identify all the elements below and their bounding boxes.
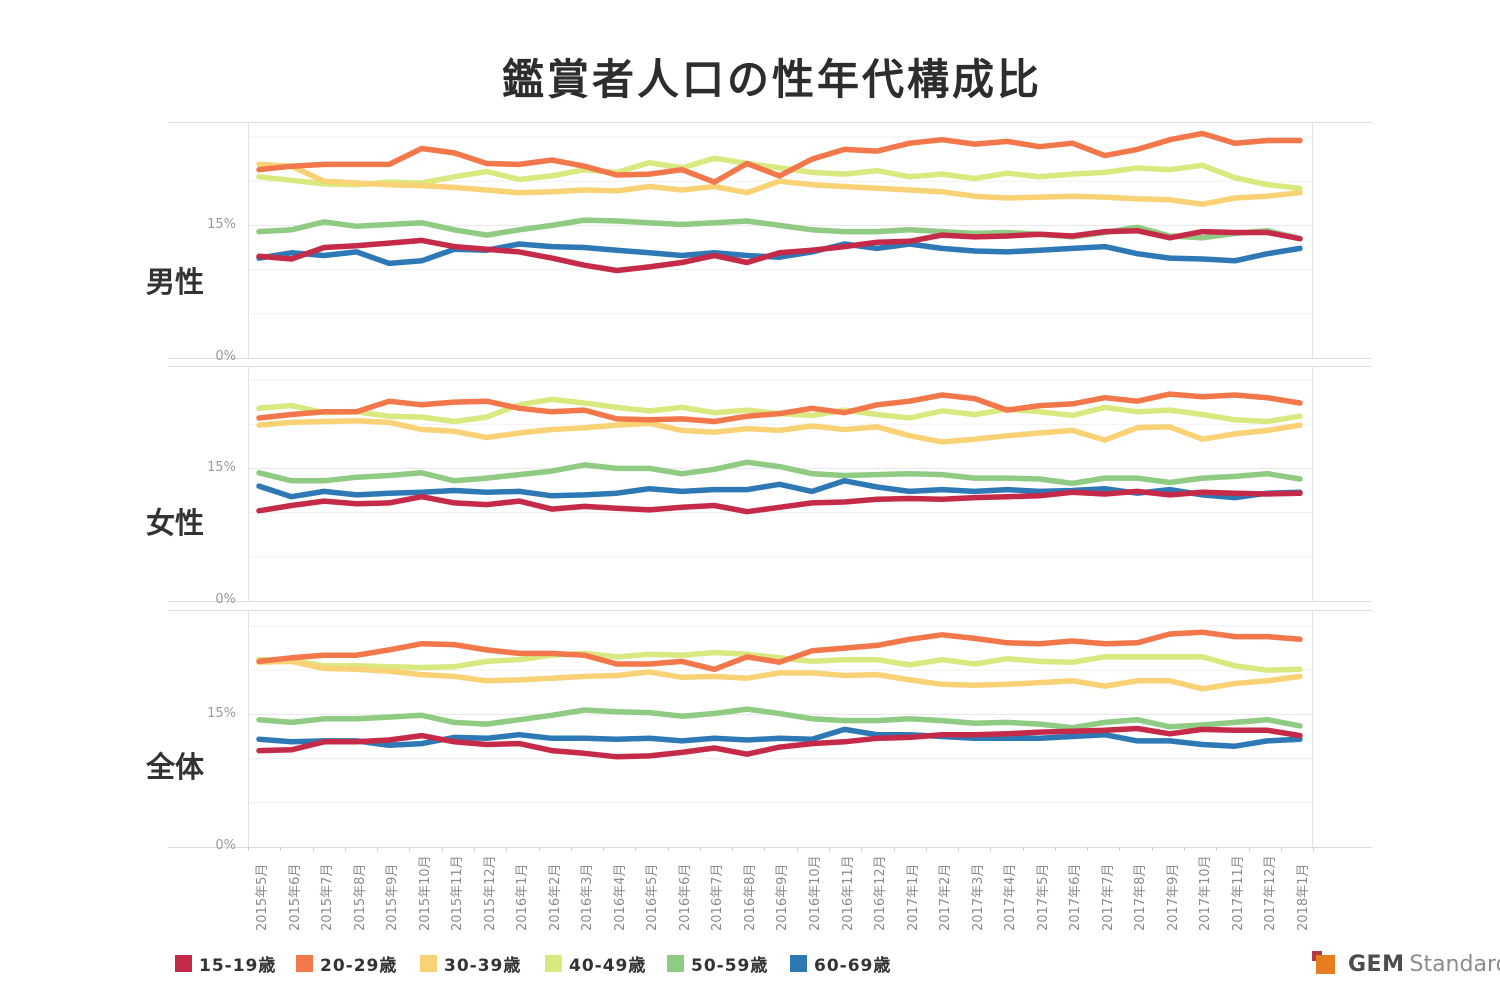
series-line-50-59歳 [256, 459, 1303, 487]
x-axis-tick [441, 847, 443, 851]
x-axis-tick [667, 847, 669, 851]
y-tick-label: 0% [215, 838, 236, 853]
x-axis-tick [958, 847, 959, 851]
x-axis-tick [312, 847, 314, 851]
panel3-zero-line [168, 847, 1372, 848]
legend-item-50-59: 50-59歳 [667, 951, 768, 976]
x-axis-tick [1087, 847, 1089, 851]
x-axis-tick [473, 847, 475, 851]
gem-standard-logo: GEM Standard [1312, 951, 1500, 978]
legend-item-60-69: 60-69歳 [790, 951, 891, 976]
gem-logo-icon [1312, 951, 1339, 978]
x-axis-tick [344, 847, 346, 851]
chart-title: 鑑賞者人口の性年代構成比 [501, 55, 1042, 104]
gem-logo-orange-square [1316, 955, 1335, 974]
x-axis-tick [377, 847, 379, 851]
series-line-50-59歳 [256, 706, 1303, 731]
series-line-60-69歳 [256, 478, 1303, 501]
legend-item-15-19: 15-19歳 [175, 951, 276, 976]
panel-plot-2 [248, 610, 1313, 847]
x-axis-tick [538, 847, 540, 851]
x-axis-tick [828, 847, 830, 851]
series-line-15-19歳 [256, 725, 1303, 760]
x-axis-tick [699, 847, 701, 851]
x-axis-tick [1022, 847, 1024, 851]
series-line-15-19歳 [256, 488, 1303, 515]
x-axis-tick [1313, 847, 1314, 851]
panel1-zero-line [168, 358, 1372, 359]
x-axis-tick [990, 847, 992, 851]
x-axis-tick [925, 847, 927, 851]
legend-item-20-29: 20-29歳 [296, 951, 397, 976]
x-axis-tick [248, 847, 249, 851]
x-axis-tick [1248, 847, 1250, 851]
logo-text-standard: Standard [1409, 952, 1500, 977]
panel1-top-line [168, 122, 1372, 123]
x-axis-tick [1054, 847, 1056, 851]
series-line-20-29歳 [256, 391, 1303, 425]
x-axis-tick [893, 847, 895, 851]
x-axis-tick [1216, 847, 1218, 851]
y-tick-label: 0% [215, 592, 236, 607]
series-line-20-29歳 [256, 130, 1303, 185]
x-axis-tick [635, 847, 637, 851]
row-label-male: 男性 [145, 265, 204, 299]
legend-swatch-20-29 [296, 955, 313, 972]
x-axis-tick [280, 847, 282, 851]
chart-panel-female [248, 366, 1313, 601]
series-line-30-39歳 [256, 417, 1303, 445]
x-axis-tick [603, 847, 604, 851]
x-axis-tick [732, 847, 734, 851]
legend-label-60-69: 60-69歳 [814, 956, 892, 976]
series-line-40-49歳 [256, 649, 1303, 673]
x-axis-tick [1183, 847, 1185, 851]
y-tick-label: 15% [207, 460, 236, 476]
x-axis-tick [861, 847, 863, 851]
y-tick-label: 0% [215, 349, 236, 364]
panel-plot-1 [248, 366, 1313, 601]
legend-item-40-49: 40-49歳 [545, 951, 646, 976]
x-axis-tick [796, 847, 798, 851]
x-axis-tick [1280, 847, 1282, 851]
legend-label-20-29: 20-29歳 [320, 956, 398, 976]
panel-plot-0 [248, 122, 1313, 358]
legend-label-40-49: 40-49歳 [569, 956, 647, 976]
row-label-total: 全体 [145, 750, 204, 784]
legend-item-30-39: 30-39歳 [420, 951, 521, 976]
legend-swatch-15-19 [175, 955, 192, 972]
row-label-female: 女性 [145, 506, 204, 540]
y-tick-label: 15% [207, 217, 236, 233]
series-line-40-49歳 [256, 155, 1303, 192]
legend-label-50-59: 50-59歳 [691, 956, 769, 976]
legend-swatch-60-69 [790, 955, 807, 972]
x-axis-tick [764, 847, 766, 851]
series-line-20-29歳 [256, 629, 1303, 673]
panel2-top-line [168, 366, 1372, 367]
panel2-zero-line [168, 601, 1372, 602]
series-line-30-39歳 [256, 658, 1303, 692]
legend-swatch-50-59 [667, 955, 684, 972]
legend-swatch-40-49 [545, 955, 562, 972]
series-line-60-69歳 [256, 726, 1303, 749]
chart-panel-male [248, 122, 1313, 358]
x-axis-tick [506, 847, 508, 851]
panel3-top-line [168, 610, 1372, 611]
legend-swatch-30-39 [420, 955, 437, 972]
series-line-60-69歳 [256, 241, 1303, 267]
x-axis-tick [409, 847, 411, 851]
series-line-15-19歳 [256, 227, 1303, 274]
legend-label-30-39: 30-39歳 [444, 956, 522, 976]
legend-label-15-19: 15-19歳 [199, 956, 277, 976]
chart-panel-total [248, 610, 1313, 847]
y-tick-label: 15% [207, 706, 236, 722]
x-axis-tick [570, 847, 572, 851]
x-axis-tick [1151, 847, 1153, 851]
x-axis-tick [1119, 847, 1121, 851]
logo-text-gem: GEM [1348, 952, 1405, 977]
series-line-30-39歳 [256, 161, 1303, 207]
